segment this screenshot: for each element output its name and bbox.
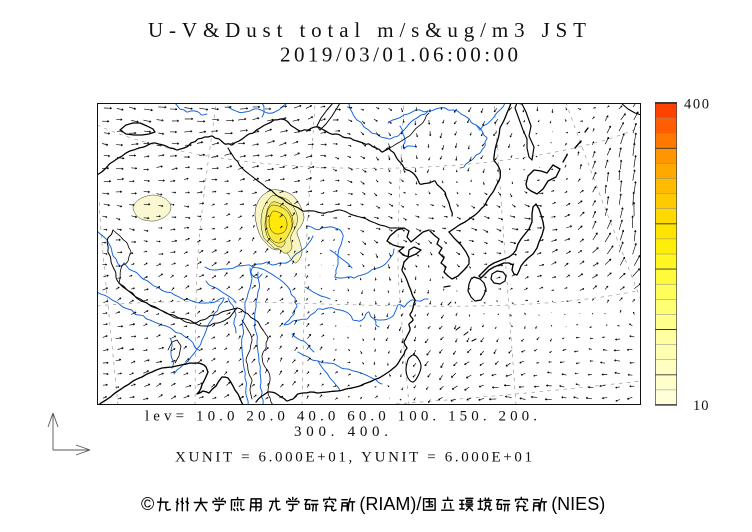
svg-text:(NIES): (NIES) bbox=[551, 494, 605, 514]
svg-text:400: 400 bbox=[684, 96, 709, 112]
svg-text:(RIAM)/: (RIAM)/ bbox=[359, 494, 421, 514]
svg-text:U-V&Dust total m/s&ug/m3 JST: U-V&Dust total m/s&ug/m3 JST bbox=[148, 18, 586, 42]
svg-text:10: 10 bbox=[693, 398, 709, 414]
svg-text:300. 400.: 300. 400. bbox=[294, 424, 388, 440]
svg-text:©: © bbox=[141, 494, 154, 514]
